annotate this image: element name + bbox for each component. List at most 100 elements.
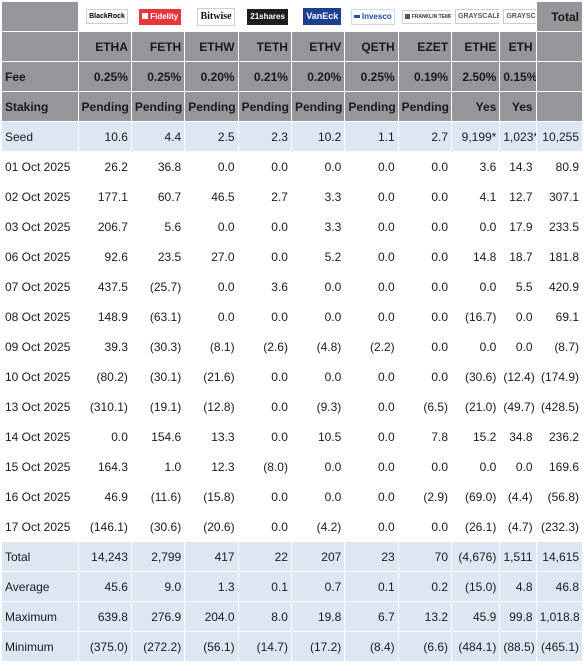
flow-cell: 0.0 bbox=[499, 451, 537, 482]
flow-cell: 0.7 bbox=[290, 571, 346, 602]
flow-cell: 207 bbox=[290, 541, 346, 572]
ticker-cell: ETHV bbox=[290, 31, 346, 62]
table-row: Average 45.6 9.0 1.3 0.1 0.7 0.1 0.2 (15.0) 4.8 46… bbox=[1, 571, 584, 602]
flow-cell: (25.7) bbox=[130, 271, 186, 302]
flow-cell: 204.0 bbox=[184, 601, 239, 632]
fee-total-blank bbox=[535, 61, 584, 92]
ticker-cell: ETHA bbox=[77, 31, 132, 62]
fee-cell: 0.19% bbox=[397, 61, 453, 92]
issuer-logo-cell: Invesco bbox=[344, 1, 399, 32]
flow-cell: (63.1) bbox=[130, 301, 186, 332]
flow-cell: 22 bbox=[237, 541, 292, 572]
flow-cell: (17.2) bbox=[290, 631, 346, 662]
flow-cell: 19.8 bbox=[290, 601, 346, 632]
table-row: Maximum 639.8 276.9 204.0 8.0 19.8 6.7 13.2 45.9… bbox=[1, 601, 584, 632]
flow-cell: 0.0 bbox=[397, 211, 453, 242]
row-total-cell: 80.9 bbox=[535, 151, 584, 182]
issuer-logo-cell: 21shares bbox=[237, 1, 292, 32]
flow-cell: 6.7 bbox=[344, 601, 399, 632]
flow-cell: (15.0) bbox=[451, 571, 501, 602]
ticker-total-blank bbox=[535, 31, 584, 62]
fee-cell: 0.15% bbox=[499, 61, 537, 92]
row-total-cell: (232.3) bbox=[535, 511, 584, 542]
flow-cell: 0.0 bbox=[237, 361, 292, 392]
staking-cell: Pending bbox=[237, 91, 292, 122]
fee-cell: 0.25% bbox=[344, 61, 399, 92]
flow-cell: 0.0 bbox=[451, 331, 501, 362]
staking-cell: Pending bbox=[184, 91, 239, 122]
flow-cell: (30.1) bbox=[130, 361, 186, 392]
row-label: 07 Oct 2025 bbox=[1, 271, 79, 302]
flow-cell: 1.3 bbox=[184, 571, 239, 602]
flow-cell: 39.3 bbox=[77, 331, 132, 362]
row-label: 03 Oct 2025 bbox=[1, 211, 79, 242]
flow-cell: (4.7) bbox=[499, 511, 537, 542]
flow-cell: (88.5) bbox=[499, 631, 537, 662]
flow-cell: 46.5 bbox=[184, 181, 239, 212]
flow-cell: 0.0 bbox=[77, 421, 132, 452]
issuer-logo-text: Invesco bbox=[361, 11, 392, 21]
flow-cell: (49.7) bbox=[499, 391, 537, 422]
issuer-logo: BlackRock bbox=[86, 9, 128, 25]
flow-cell: 0.0 bbox=[397, 241, 453, 272]
flow-cell: (2.2) bbox=[344, 331, 399, 362]
staking-cell: Pending bbox=[397, 91, 453, 122]
ticker-cell: ETH bbox=[499, 31, 537, 62]
flow-cell: 0.0 bbox=[344, 241, 399, 272]
flow-cell: 0.0 bbox=[344, 421, 399, 452]
flow-cell: (16.7) bbox=[451, 301, 501, 332]
flow-cell: 13.2 bbox=[397, 601, 453, 632]
flow-cell: 0.0 bbox=[397, 511, 453, 542]
flow-cell: (21.0) bbox=[451, 391, 501, 422]
staking-row: Staking Pending Pending Pending Pending Pendi… bbox=[1, 91, 584, 122]
row-label: 17 Oct 2025 bbox=[1, 511, 79, 542]
flow-cell: 2,799 bbox=[130, 541, 186, 572]
flow-cell: (30.3) bbox=[130, 331, 186, 362]
issuer-logo-cell: Fidelity bbox=[130, 1, 186, 32]
fee-cell: 0.20% bbox=[184, 61, 239, 92]
table-row: 15 Oct 2025 164.3 1.0 12.3 (8.0) 0.0 0.0 0.0 0.0… bbox=[1, 451, 584, 482]
flow-cell: 26.2 bbox=[77, 151, 132, 182]
row-label: 01 Oct 2025 bbox=[1, 151, 79, 182]
flow-cell: 4.8 bbox=[499, 571, 537, 602]
flow-cell: 0.0 bbox=[237, 421, 292, 452]
issuer-logo: GRAYSCALE bbox=[503, 9, 536, 25]
total-column-header: Total bbox=[535, 1, 584, 32]
flow-cell: 12.3 bbox=[184, 451, 239, 482]
flow-cell: 17.9 bbox=[499, 211, 537, 242]
flow-cell: 0.0 bbox=[237, 391, 292, 422]
flow-cell: 0.0 bbox=[237, 301, 292, 332]
flow-cell: 0.0 bbox=[237, 241, 292, 272]
flow-cell: 0.0 bbox=[237, 511, 292, 542]
issuer-logo-cell: Bitwise bbox=[184, 1, 239, 32]
table-row: 02 Oct 2025 177.1 60.7 46.5 2.7 3.3 0.0 0.0 4.1 1… bbox=[1, 181, 584, 212]
flow-cell: 2.3 bbox=[237, 121, 292, 152]
staking-cell: Yes bbox=[499, 91, 537, 122]
flow-cell: 1,023* bbox=[499, 121, 537, 152]
flow-cell: 0.0 bbox=[184, 211, 239, 242]
flow-cell: (21.6) bbox=[184, 361, 239, 392]
flow-cell: 639.8 bbox=[77, 601, 132, 632]
flow-cell: 92.6 bbox=[77, 241, 132, 272]
flow-cell: 14.8 bbox=[451, 241, 501, 272]
flow-cell: 0.0 bbox=[397, 331, 453, 362]
fee-cell: 2.50% bbox=[451, 61, 501, 92]
flow-cell: 15.2 bbox=[451, 421, 501, 452]
flow-cell: 276.9 bbox=[130, 601, 186, 632]
row-label: 10 Oct 2025 bbox=[1, 361, 79, 392]
flow-cell: 437.5 bbox=[77, 271, 132, 302]
flow-cell: 1,511 bbox=[499, 541, 537, 572]
flow-cell: 1.0 bbox=[130, 451, 186, 482]
fee-cell: 0.25% bbox=[77, 61, 132, 92]
flow-cell: 23 bbox=[344, 541, 399, 572]
flow-cell: (20.6) bbox=[184, 511, 239, 542]
flow-cell: (69.0) bbox=[451, 481, 501, 512]
issuer-logo-text: VanEck bbox=[306, 11, 339, 21]
flow-cell: 0.0 bbox=[451, 271, 501, 302]
row-total-cell: 169.6 bbox=[535, 451, 584, 482]
flow-cell: 10.5 bbox=[290, 421, 346, 452]
flow-cell: (9.3) bbox=[290, 391, 346, 422]
row-label: 16 Oct 2025 bbox=[1, 481, 79, 512]
issuer-logo: VanEck bbox=[303, 8, 342, 25]
